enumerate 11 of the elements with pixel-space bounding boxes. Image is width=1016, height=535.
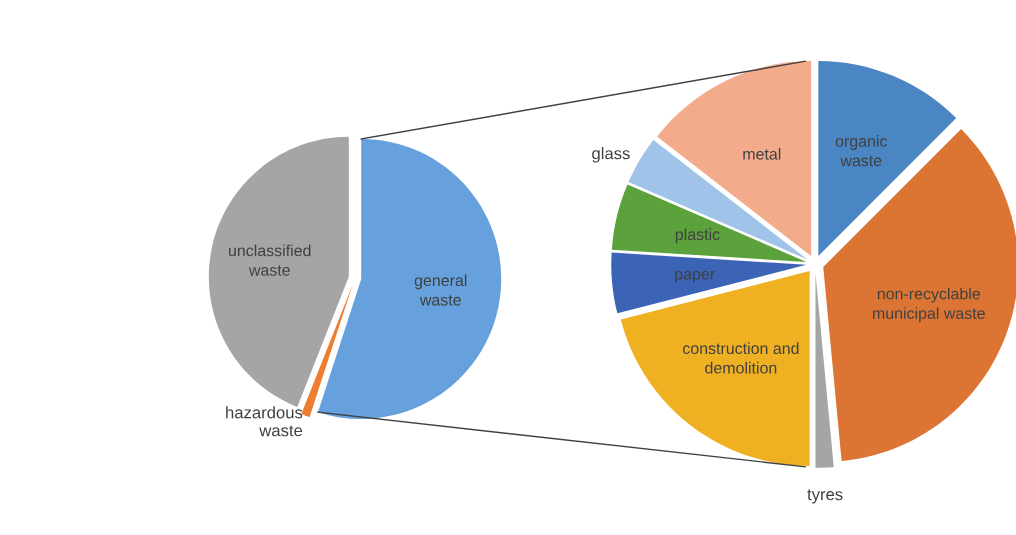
slice-label: non-recyclable municipal waste — [873, 287, 985, 323]
slice-label: glass — [592, 147, 630, 163]
slice-label: plastic — [675, 228, 720, 244]
slice-label: unclassified waste — [229, 244, 311, 276]
slice-label: organic waste — [835, 135, 888, 167]
slice-label: metal — [743, 147, 781, 160]
slice-label: paper — [675, 270, 715, 283]
slice-label: tyres — [807, 489, 843, 504]
slice-label: construction and demolition — [682, 342, 799, 374]
slice-label: hazardous waste — [226, 406, 303, 437]
slice-label: general waste — [414, 274, 467, 306]
